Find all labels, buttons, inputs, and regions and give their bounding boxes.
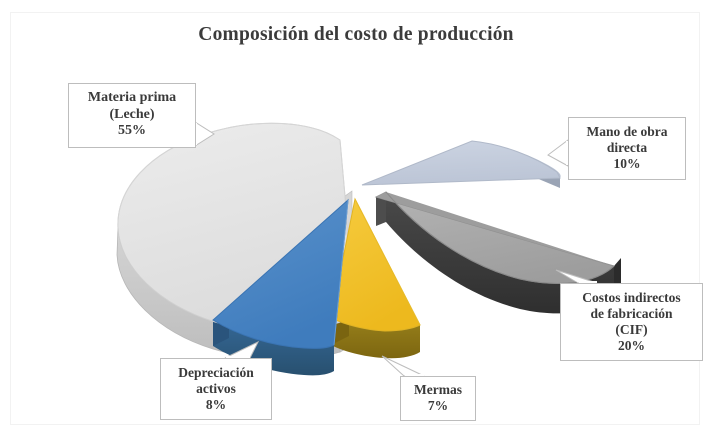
callout-depreciacion-activos: Depreciación activos 8% — [160, 358, 272, 420]
callout-cif-line1: Costos indirectos — [582, 290, 681, 305]
callout-materia-line2: (Leche) — [109, 106, 155, 122]
callout-mermas-value: 7% — [427, 397, 449, 413]
callout-mano-line1: Mano de obra — [586, 124, 668, 139]
slice-top-mermas — [330, 197, 421, 332]
callout-mermas: Mermas 7% — [400, 376, 476, 421]
callout-mano-line2: directa — [606, 139, 648, 155]
callout-materia-prima: Materia prima (Leche) 55% — [68, 83, 196, 148]
slice-top-depreciacion-activos — [212, 198, 349, 349]
callout-mano-value: 10% — [613, 155, 641, 171]
callout-materia-value: 55% — [118, 123, 146, 139]
callout-mermas-line1: Mermas — [414, 382, 462, 397]
callout-depre-value: 8% — [205, 396, 227, 412]
chart-title: Composición del costo de producción — [198, 24, 514, 45]
callout-cif-value: 20% — [618, 337, 645, 353]
slice-top-costos-indirectos-cif — [374, 191, 615, 284]
callout-depre-line2: activos — [196, 380, 236, 396]
callout-cif-line3: (CIF) — [615, 321, 648, 337]
callout-materia-line1: Materia prima — [87, 90, 177, 105]
callout-depre-line1: Depreciación — [178, 365, 254, 380]
callout-cif-line2: de fabricación — [590, 305, 673, 321]
callout-mano-de-obra-directa: Mano de obra directa 10% — [568, 117, 686, 180]
callout-costos-indirectos-cif: Costos indirectos de fabricación (CIF) 2… — [560, 283, 703, 361]
slice-top-mano-de-obra-directa — [361, 140, 561, 186]
